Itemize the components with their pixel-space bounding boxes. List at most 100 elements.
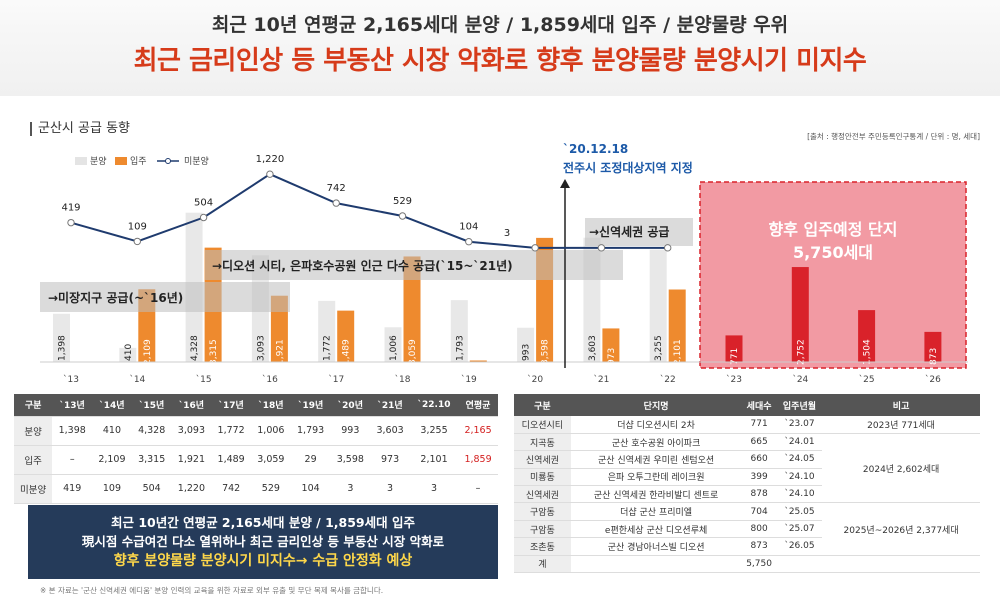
table-cell: 군산 신역세권 우미린 센텀오션	[570, 450, 742, 469]
table-cell: 1,220	[171, 474, 212, 504]
x-tick-label: `17	[328, 374, 344, 385]
table-cell: 704	[741, 502, 777, 521]
remark-cell: 2025년~2026년 2,377세대	[822, 502, 980, 556]
table-cell: 3,059	[251, 445, 291, 475]
bar-bunyang	[517, 327, 535, 362]
header-subtitle: 최근 10년 연평균 2,165세대 분양 / 1,859세대 입주 / 분양물…	[211, 14, 789, 36]
line-mibunyang	[70, 173, 668, 249]
supply-table-col-header: `20년	[330, 394, 371, 417]
supply-table-col-header: `14년	[92, 394, 132, 417]
line-point-mibunyang	[199, 213, 208, 222]
future-area-total: 5,750세대	[793, 243, 873, 262]
x-tick-label: `24	[792, 374, 808, 385]
supply-table-col-header: 구분	[14, 394, 53, 417]
future-table-col-header: 단지명	[570, 394, 742, 416]
line-point-mibunyang	[664, 244, 672, 252]
annotation-text-2: →디오션 시티, 은파호수공원 인근 다수 공급(`15~`21년)	[212, 258, 513, 273]
legend-ipju-label: 입주	[130, 155, 147, 167]
line-point-mibunyang	[398, 212, 407, 220]
supply-table-col-header: `22.10	[409, 394, 459, 417]
supply-table-col-header: `13년	[52, 394, 93, 417]
bar-label-bunyang: 3,603	[588, 335, 598, 361]
table-cell: 410	[92, 416, 132, 446]
event-text: 전주시 조정대상지역 지정	[563, 160, 693, 175]
line-point-mibunyang	[332, 199, 340, 207]
bar-label-bunyang: 410	[124, 344, 134, 361]
bar-label-bunyang: 1,006	[389, 335, 399, 361]
supply-table-col-header: `16년	[171, 394, 212, 417]
table-cell: 529	[251, 474, 291, 504]
table-cell: 신역세권	[514, 485, 571, 504]
table-cell: 2,101	[409, 445, 459, 475]
legend-bunyang-label: 분양	[90, 156, 107, 167]
table-cell: `24.10	[776, 468, 823, 487]
table-cell: 109	[92, 474, 132, 504]
future-table-col-header: 비고	[822, 394, 980, 416]
bar-ipju	[668, 289, 686, 362]
table-cell: 1,859	[458, 445, 498, 475]
table-cell: `24.10	[776, 485, 823, 504]
event-arrow-head	[560, 179, 570, 188]
future-table-col-header: 입주년월	[776, 394, 823, 416]
bar-label-ipju: 973	[607, 348, 617, 365]
event-date: `20.12.18	[563, 142, 628, 156]
x-tick-label: `15	[196, 374, 212, 385]
bar-label-bunyang: 3,093	[256, 335, 266, 361]
table-cell: 구암동	[514, 502, 571, 521]
bar-future	[791, 267, 809, 362]
bar-label-ipju: 2,101	[673, 339, 683, 365]
bar-label-bunyang: 1,398	[58, 335, 68, 361]
table-cell: 디오션시티	[514, 416, 571, 434]
bar-label-ipju: 2,109	[143, 339, 153, 365]
table-cell: 3,255	[409, 416, 459, 446]
table-cell: 771	[741, 416, 777, 434]
bar-bunyang	[649, 249, 667, 362]
table-row: 신역세권 군산 신역세권 우미린 센텀오션 660 `24.05	[514, 450, 980, 469]
total-value: 5,750	[741, 555, 777, 574]
summary-box: 최근 10년간 연평균 2,165세대 분양 / 1,859세대 입주 現시점 …	[28, 505, 498, 579]
bar-future	[924, 331, 942, 362]
bar-label-future: 2,752	[796, 339, 806, 365]
bar-label-bunyang: 1,772	[323, 335, 333, 361]
table-cell: 1,006	[251, 416, 291, 446]
legend-mibunyang-marker	[165, 158, 171, 164]
supply-table-col-header: `21년	[370, 394, 410, 417]
table-cell: `25.07	[776, 520, 823, 539]
annotation-band-3	[585, 218, 693, 246]
line-label-mibunyang: 419	[61, 203, 80, 214]
bar-bunyang	[450, 300, 468, 362]
bar-ipju	[469, 360, 487, 362]
bar-label-ipju: 3,598	[541, 339, 551, 365]
table-cell: 1,398	[52, 416, 93, 446]
table-cell: 미룡동	[514, 468, 571, 487]
future-complex-table: 구분 단지명 세대수 입주년월 비고 디오션시티 더샵 디오션시티 2차 771 `23.07…	[514, 394, 980, 574]
line-point-mibunyang	[67, 218, 75, 227]
bar-future	[858, 310, 876, 362]
table-cell: 은파 오투그란데 레이크원	[570, 468, 742, 487]
table-row: 디오션시티 더샵 디오션시티 2차 771 `23.07 2023년 771세대	[514, 416, 980, 434]
bar-bunyang	[318, 300, 336, 362]
bar-ipju	[602, 328, 620, 362]
table-row: 지곡동 군산 호수공원 아이파크 665 `24.01 2024년 2,602세대	[514, 433, 980, 504]
x-tick-label: `22	[660, 374, 676, 385]
table-cell: 3,598	[330, 445, 371, 475]
supply-table-col-header: `19년	[290, 394, 331, 417]
line-point-mibunyang	[465, 238, 473, 246]
line-point-mibunyang	[266, 170, 274, 178]
bar-label-ipju: 3,315	[209, 339, 219, 365]
bar-ipju	[403, 256, 421, 362]
table-cell	[776, 555, 980, 574]
supply-table-col-header: `15년	[131, 394, 172, 417]
annotation-text-1: →미장지구 공급(~`16년)	[48, 290, 183, 305]
table-cell	[570, 555, 742, 574]
bar-label-future: 1,504	[863, 339, 873, 365]
table-cell: 조촌동	[514, 537, 571, 556]
table-cell: 3,603	[370, 416, 410, 446]
line-point-mibunyang	[133, 237, 142, 246]
table-cell: 1,772	[211, 416, 251, 446]
bar-ipju	[337, 310, 355, 362]
line-label-mibunyang: 504	[194, 198, 213, 209]
summary-line-3: 향후 분양물량 분양시기 미지수→ 수급 안정화 예상	[113, 553, 413, 569]
table-cell: `26.05	[776, 537, 823, 556]
table-row: 분양 1,398 410 4,328 3,093 1,772 1,006 1,793 993 3,…	[14, 416, 498, 446]
